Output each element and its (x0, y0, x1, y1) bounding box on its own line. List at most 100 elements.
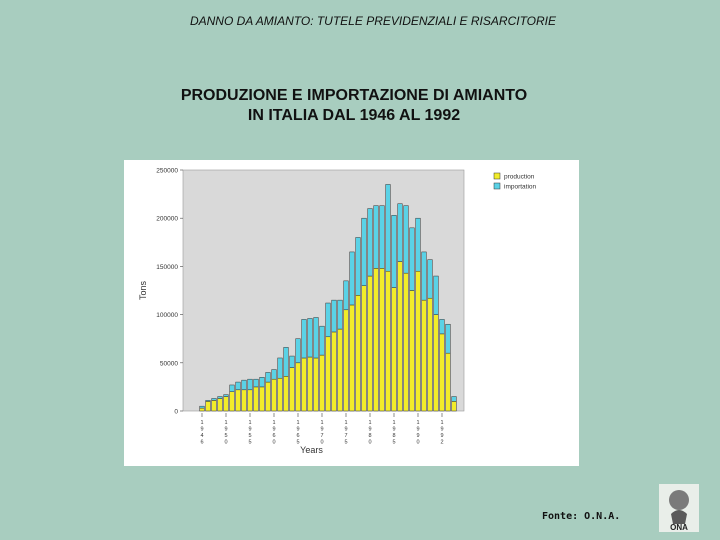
bar-importation (451, 396, 457, 402)
bar-production (385, 270, 391, 412)
bar-importation (391, 215, 397, 288)
bar-importation (331, 299, 337, 333)
bar-importation (337, 299, 343, 330)
bar-importation (199, 405, 205, 409)
y-axis-label: Tons (138, 280, 148, 300)
bar-production (229, 391, 235, 412)
bar-importation (247, 378, 253, 391)
bar-importation (349, 251, 355, 306)
bar-importation (307, 318, 313, 358)
bar-production (319, 354, 325, 412)
bar-production (391, 287, 397, 412)
bar-importation (259, 377, 265, 388)
bar-importation (325, 302, 331, 338)
bar-importation (283, 347, 289, 377)
bar-importation (439, 319, 445, 335)
bar-production (199, 407, 205, 412)
bar-production (271, 378, 277, 412)
bar-importation (235, 381, 241, 391)
bar-production (259, 386, 265, 412)
legend-swatch-importation (493, 182, 501, 190)
bar-importation (379, 205, 385, 269)
bar-production (337, 328, 343, 412)
bar-importation (277, 357, 283, 379)
bar-production (211, 400, 217, 412)
bar-production (289, 367, 295, 412)
bar-production (355, 295, 361, 412)
bar-production (379, 268, 385, 412)
bar-importation (301, 319, 307, 359)
bar-production (403, 272, 409, 412)
bar-importation (385, 184, 391, 272)
bar-importation (241, 379, 247, 391)
bar-importation (403, 205, 409, 274)
bar-importation (289, 355, 295, 368)
bar-importation (253, 378, 259, 388)
bar-importation (205, 400, 211, 402)
bar-production (325, 336, 331, 412)
bar-importation (445, 323, 451, 354)
bar-production (451, 401, 457, 412)
page-header: DANNO DA AMIANTO: TUTELE PREVIDENZIALI E… (189, 14, 557, 28)
y-tick-label: 150000 (156, 264, 178, 271)
bar-production (433, 314, 439, 412)
ona-logo: ONA (659, 484, 699, 532)
legend-label-production: production (504, 174, 535, 181)
bar-importation (229, 384, 235, 392)
bar-importation (211, 398, 217, 401)
bar-importation (319, 325, 325, 356)
bar-importation (415, 217, 421, 272)
bar-importation (217, 396, 223, 399)
source-credit: Fonte: O.N.A. (542, 511, 621, 522)
slide-title: PRODUZIONE E IMPORTAZIONE DI AMIANTO IN … (0, 86, 708, 126)
bar-importation (271, 369, 277, 380)
bar-production (415, 270, 421, 412)
bar-production (439, 333, 445, 412)
ona-logo-text: ONA (670, 523, 688, 532)
slide-title-line-1: PRODUZIONE E IMPORTAZIONE DI AMIANTO (180, 87, 528, 104)
slide-title-line-2: IN ITALIA DAL 1946 AL 1992 (247, 107, 461, 124)
y-tick-label: 50000 (160, 360, 178, 367)
bar-importation (361, 217, 367, 286)
bar-production (301, 357, 307, 412)
chart-panel: 0 50000 100000 150000 200000 250000 Tons 1 9 4 6 1 9… (124, 160, 579, 466)
bar-production (253, 386, 259, 412)
x-axis-label: Years (300, 445, 323, 455)
bar-production (421, 299, 427, 412)
bar-production (205, 401, 211, 412)
bar-production (445, 352, 451, 412)
bar-production (235, 389, 241, 412)
bar-production (223, 396, 229, 412)
bar-importation (397, 203, 403, 262)
bar-production (361, 285, 367, 412)
bar-importation (427, 259, 433, 299)
bar-production (373, 268, 379, 412)
y-tick-label: 250000 (156, 168, 178, 175)
bar-importation (433, 275, 439, 315)
y-tick-label: 100000 (156, 312, 178, 319)
bar-production (217, 398, 223, 412)
bar-production (247, 389, 253, 412)
legend-swatch-production (493, 172, 501, 180)
y-tick-label: 200000 (156, 216, 178, 223)
legend-label-importation: importation (504, 184, 537, 191)
bar-importation (373, 205, 379, 269)
bar-production (277, 377, 283, 412)
bar-production (265, 381, 271, 412)
bar-production (349, 304, 355, 412)
bar-production (307, 356, 313, 412)
bar-chart: 0 50000 100000 150000 200000 250000 Tons 1 9 4 6 1 9… (138, 168, 537, 456)
y-tick-label: 0 (174, 409, 178, 416)
bar-importation (313, 317, 319, 359)
bar-importation (355, 237, 361, 296)
bar-importation (343, 280, 349, 311)
bar-production (313, 357, 319, 412)
